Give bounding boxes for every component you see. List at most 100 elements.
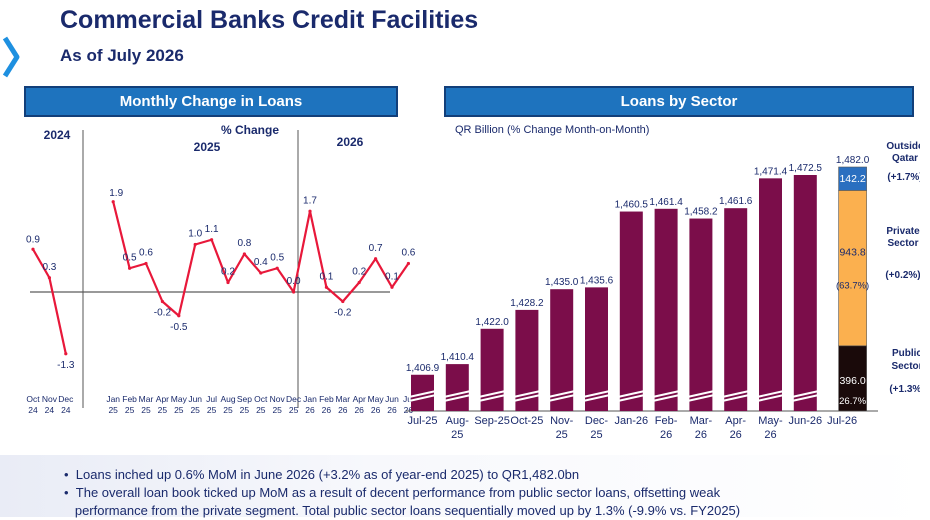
stacked-value-label: 943.8 — [839, 247, 865, 259]
axis-break-mark — [791, 394, 820, 402]
line-point — [259, 271, 263, 275]
stacked-segment-outside-qatar — [838, 166, 867, 191]
stacked-value-label: 142.2 — [839, 173, 865, 185]
x-tick-year: 26 — [404, 405, 414, 415]
x-tick-year: 25 — [158, 405, 168, 415]
bar-category-label: Dec- — [585, 415, 609, 427]
x-tick-year: 25 — [207, 405, 217, 415]
line-value-label: 1.7 — [303, 195, 317, 206]
line-value-label: 0.6 — [139, 248, 153, 259]
page-subtitle: As of July 2026 — [60, 46, 184, 65]
line-point — [374, 257, 378, 261]
bar-category-label: 26 — [660, 429, 672, 441]
x-tick-year: 25 — [190, 405, 200, 415]
loan-bar — [619, 211, 643, 411]
x-tick-year: 26 — [322, 405, 332, 415]
axis-break-mark — [721, 390, 750, 398]
line-value-label: 0.9 — [26, 234, 40, 245]
line-value-label: -0.2 — [154, 308, 172, 319]
loan-bar — [411, 374, 434, 411]
sector-label-public-line1: Public — [892, 348, 920, 359]
axis-break-mark — [408, 390, 437, 398]
bar-category-label: 25 — [556, 429, 568, 441]
bar-value-label: 1,435.6 — [580, 275, 614, 286]
loan-bar — [793, 175, 817, 411]
stacked-share-label: (63.7%) — [836, 280, 869, 291]
line-value-label: 0.7 — [369, 243, 383, 254]
bar-category-label: Mar- — [690, 415, 713, 427]
bar-value-label: 1,410.4 — [441, 352, 475, 363]
axis-break-mark — [652, 390, 680, 398]
axis-break-mark — [652, 394, 680, 402]
line-point — [64, 352, 68, 356]
bar-category-label: Apr- — [725, 415, 746, 427]
bar-value-label: 1,460.5 — [615, 200, 649, 211]
x-tick-month: Nov — [42, 394, 58, 404]
axis-break-mark — [547, 394, 576, 402]
line-value-label: 1.0 — [188, 229, 202, 240]
stacked-share-label: 26.7% — [839, 396, 866, 407]
line-point — [144, 261, 148, 266]
axis-break-mark — [582, 394, 611, 402]
axis-break-mark — [791, 390, 820, 398]
x-tick-year: 24 — [28, 405, 38, 415]
x-tick-year: 26 — [305, 405, 315, 415]
line-value-label: 0.1 — [385, 271, 399, 282]
bar-value-label: 1,435.0 — [545, 277, 579, 288]
x-tick-year: 24 — [61, 405, 71, 415]
x-tick-month: Apr — [353, 394, 366, 404]
line-value-label: -1.3 — [57, 360, 75, 371]
line-point — [210, 238, 214, 242]
line-value-label: 0.3 — [42, 262, 56, 273]
bar-chart-unit-label: QR Billion (% Change Month-on-Month) — [455, 124, 649, 136]
x-tick-month: Jul — [206, 394, 217, 404]
line-value-label: 0.4 — [254, 257, 268, 268]
loans-by-sector-banner: Loans by Sector — [444, 86, 914, 117]
axis-break-mark — [443, 394, 472, 402]
line-value-label: 0.5 — [270, 252, 284, 263]
line-point — [308, 209, 312, 213]
commentary-bullets: • Loans inched up 0.6% MoM in June 2026 … — [64, 466, 924, 520]
x-tick-month: Jun — [188, 394, 202, 404]
x-tick-year: 25 — [289, 405, 299, 415]
x-tick-month: Jan — [303, 394, 317, 404]
x-tick-year: 26 — [338, 405, 348, 415]
line-chart-title: % Change — [221, 123, 279, 137]
axis-break-mark — [617, 394, 646, 402]
x-tick-year: 25 — [108, 405, 118, 415]
x-tick-month: May — [368, 394, 385, 404]
loan-bar — [759, 178, 782, 411]
bullet-item: • The overall loan book ticked up MoM as… — [64, 485, 721, 500]
bullet-text: Loans inched up 0.6% MoM in June 2026 (+… — [75, 467, 580, 482]
axis-break-mark — [687, 394, 715, 402]
line-value-label: 0.5 — [123, 252, 137, 263]
x-tick-month: Jun — [385, 394, 399, 404]
line-value-label: 0.8 — [237, 238, 251, 249]
bullet-item: • Loans inched up 0.6% MoM in June 2026 … — [64, 467, 580, 482]
x-tick-year: 26 — [354, 405, 364, 415]
line-point — [47, 276, 52, 280]
brand-chevron-icon — [2, 36, 20, 78]
sector-label-public-line2: Sector — [891, 361, 920, 372]
line-point — [177, 314, 181, 318]
line-point — [226, 280, 230, 285]
bar-category-label: Jul-25 — [408, 415, 438, 427]
bar-category-label: Jul-26 — [827, 415, 857, 427]
line-value-label: 0.1 — [319, 271, 333, 282]
bar-category-label: Nov- — [550, 415, 574, 427]
line-value-label: 0.2 — [352, 267, 366, 278]
loan-bar — [515, 309, 539, 411]
line-value-label: 0.2 — [221, 267, 235, 278]
line-value-label: 1.1 — [205, 224, 219, 235]
bar-value-label: 1,428.2 — [510, 298, 544, 309]
line-point — [275, 266, 279, 270]
loan-bar — [724, 208, 748, 411]
bar-category-label: Aug- — [446, 415, 470, 427]
x-tick-year: 25 — [223, 405, 233, 415]
stacked-value-label: 396.0 — [839, 375, 865, 387]
x-tick-month: Jan — [106, 394, 120, 404]
x-tick-month: Sep — [237, 394, 252, 404]
sector-label-private-line1: Private — [886, 226, 920, 237]
year-label-2025: 2025 — [194, 140, 221, 154]
bar-category-label: 26 — [764, 429, 776, 441]
